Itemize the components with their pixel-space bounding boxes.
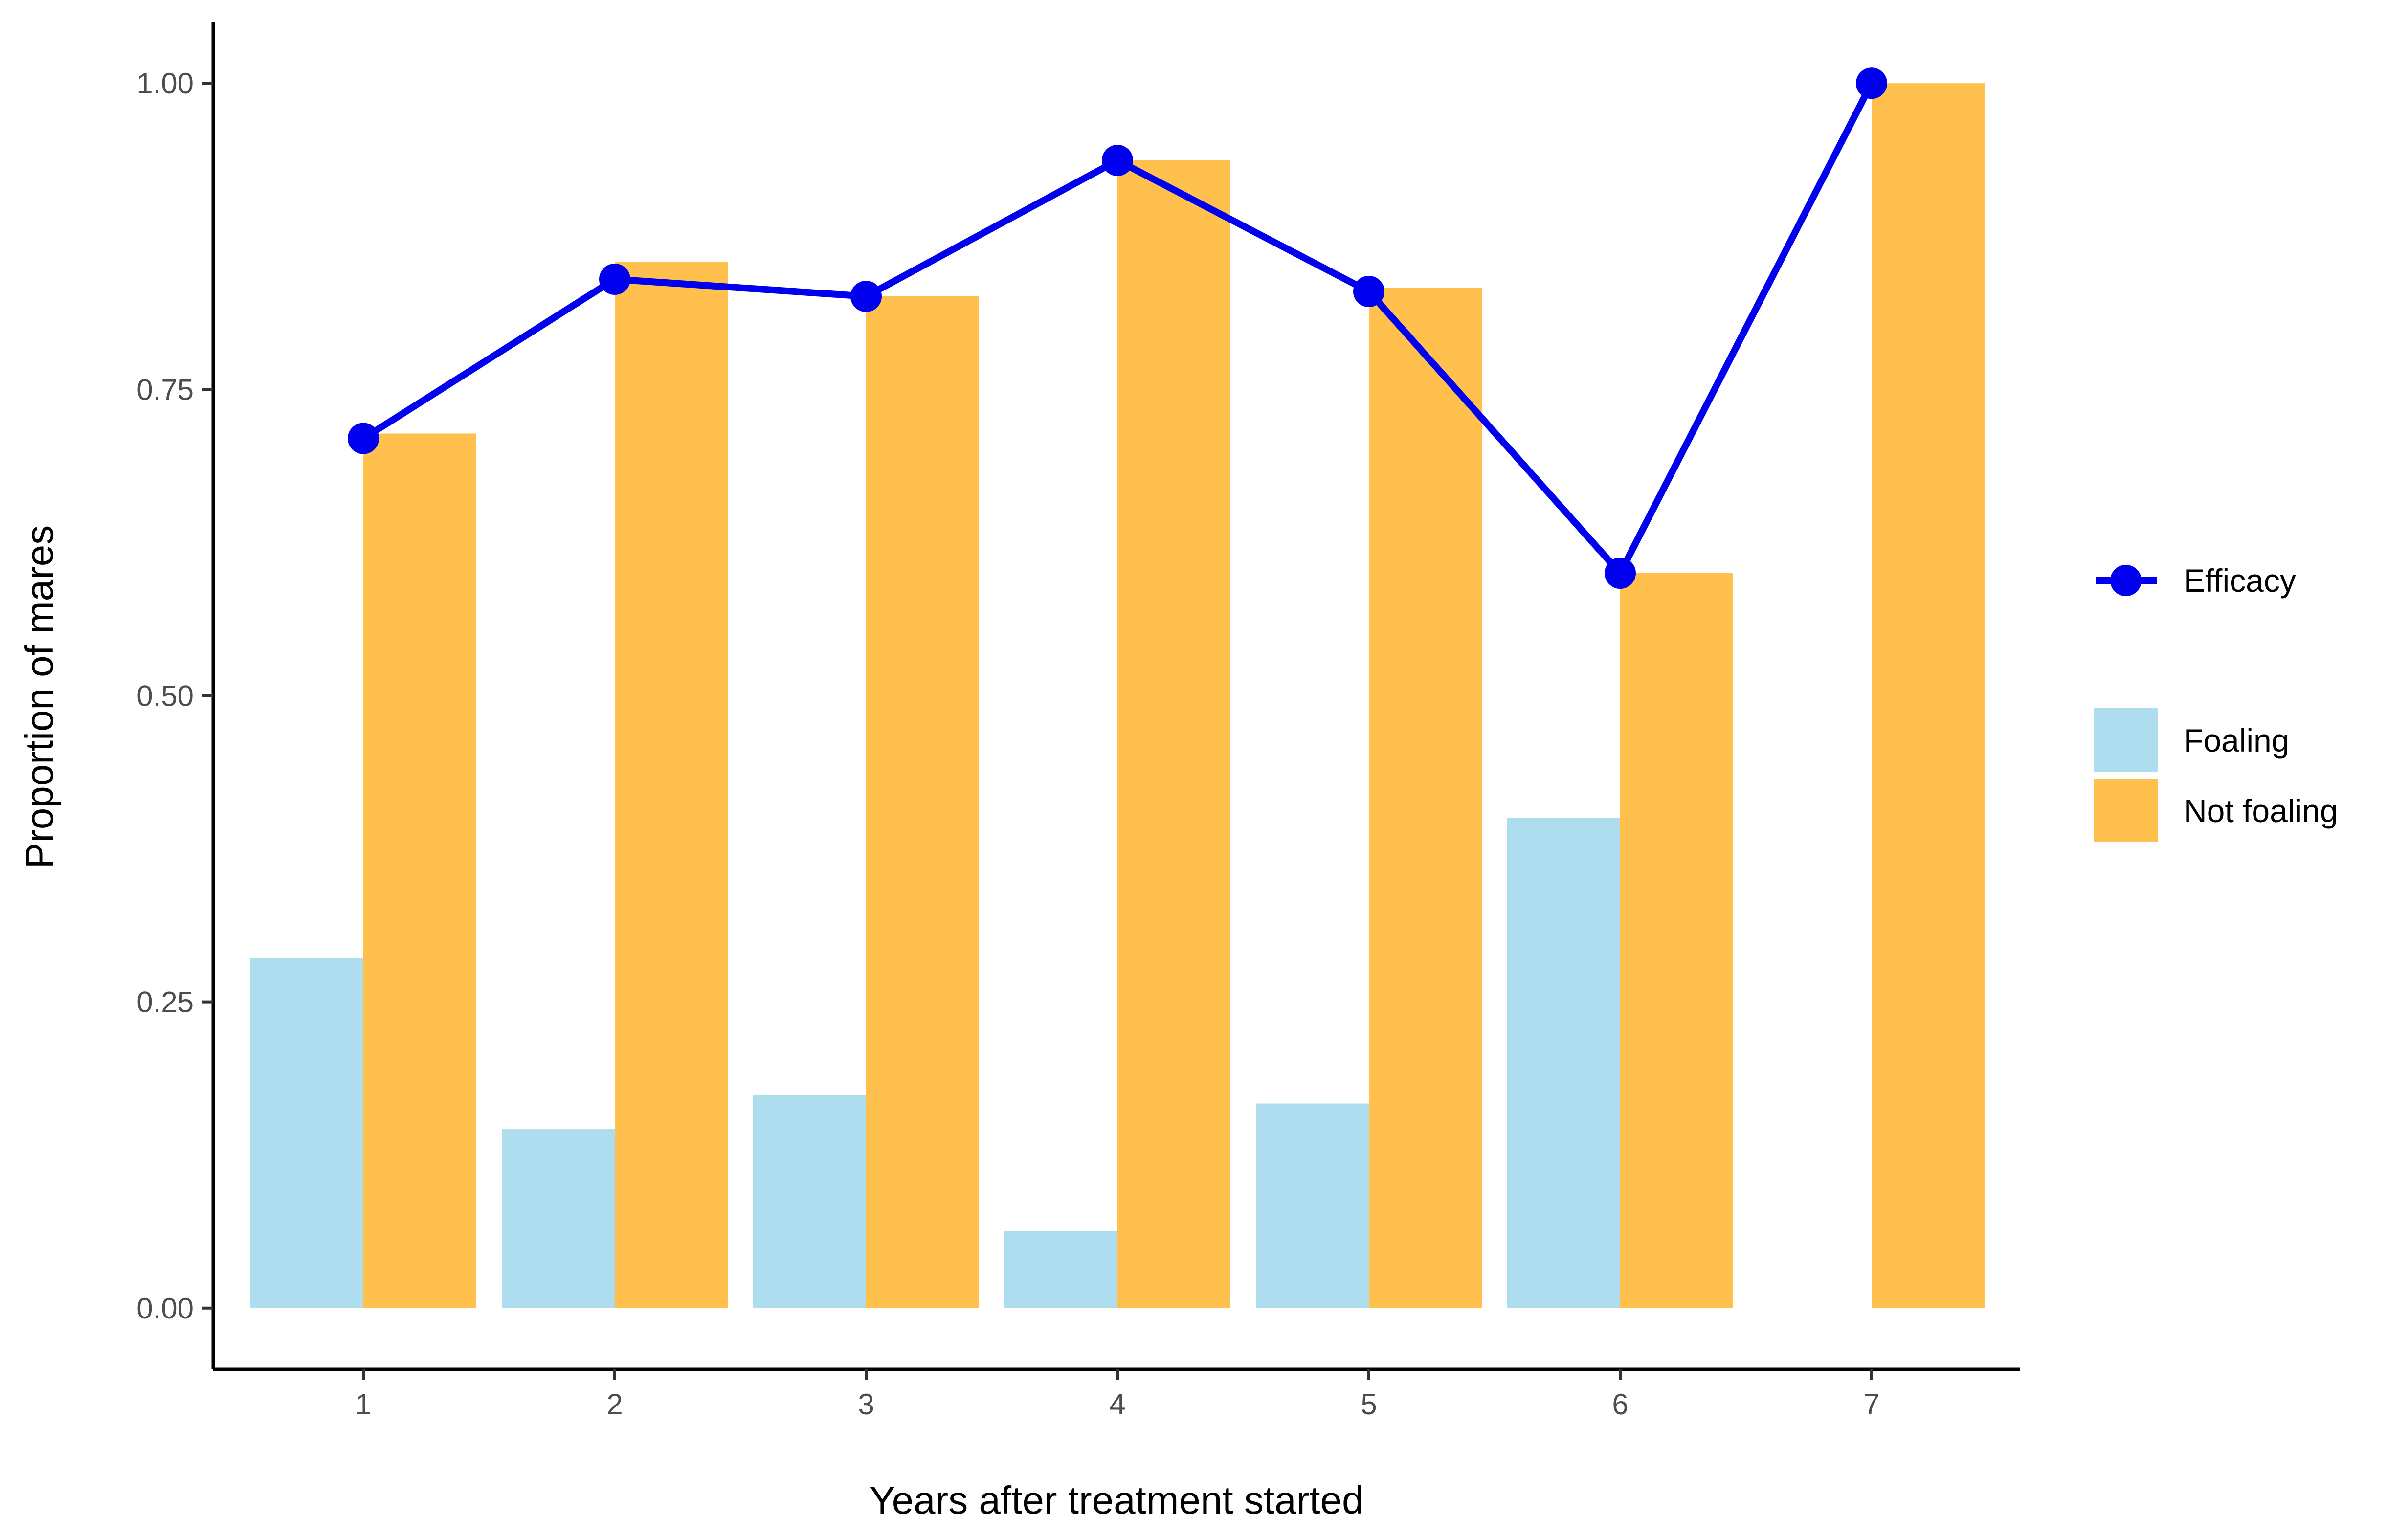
- x-axis-ticks: 1 2 3 4 5 6 7: [355, 1369, 1880, 1421]
- foaling-bar: [502, 1129, 615, 1308]
- efficacy-point: [1102, 145, 1133, 177]
- foaling-bar: [250, 958, 363, 1308]
- y-tick-label: 1.00: [136, 67, 194, 100]
- x-axis-title: Years after treatment started: [870, 1478, 1364, 1522]
- foaling-bar: [1256, 1103, 1369, 1308]
- foaling-bar: [1004, 1230, 1117, 1308]
- legend: Efficacy Foaling Not foaling: [2094, 562, 2338, 842]
- y-tick-label: 0.25: [136, 986, 194, 1019]
- efficacy-point: [1856, 67, 1887, 99]
- not-foaling-bar: [866, 296, 979, 1308]
- foaling-legend-swatch: [2094, 708, 2158, 772]
- not-foaling-bar: [1872, 83, 1985, 1308]
- foaling-bar: [1507, 818, 1620, 1308]
- not-foaling-bar: [363, 433, 476, 1308]
- efficacy-point: [599, 263, 630, 295]
- legend-label-efficacy: Efficacy: [2184, 562, 2296, 599]
- y-tick-label: 0.50: [136, 680, 194, 713]
- x-tick-label: 1: [355, 1388, 371, 1421]
- efficacy-point: [850, 281, 882, 312]
- x-tick-label: 6: [1612, 1388, 1628, 1421]
- not-foaling-bar: [1369, 288, 1482, 1308]
- x-tick-label: 4: [1109, 1388, 1125, 1421]
- y-tick-label: 0.75: [136, 373, 194, 406]
- not-foaling-bar: [1620, 573, 1733, 1308]
- y-axis-ticks: 0.00 0.25 0.50 0.75 1.00: [136, 67, 213, 1325]
- not-foaling-legend-swatch: [2094, 779, 2158, 842]
- y-tick-label: 0.00: [136, 1292, 194, 1325]
- x-tick-label: 7: [1863, 1388, 1879, 1421]
- efficacy-legend-marker-icon: [2110, 565, 2142, 596]
- efficacy-point: [1605, 558, 1636, 589]
- not-foaling-bar: [615, 262, 728, 1308]
- x-tick-label: 3: [858, 1388, 874, 1421]
- y-axis-title: Proportion of mares: [18, 525, 61, 869]
- legend-label-foaling: Foaling: [2184, 722, 2289, 759]
- x-tick-label: 5: [1361, 1388, 1377, 1421]
- x-tick-label: 2: [606, 1388, 623, 1421]
- efficacy-point: [1353, 276, 1384, 307]
- not-foaling-bar: [1117, 160, 1230, 1308]
- foaling-bar: [753, 1094, 866, 1308]
- legend-label-not-foaling: Not foaling: [2184, 793, 2338, 829]
- plot-area: [250, 67, 1985, 1308]
- efficacy-point: [348, 423, 379, 454]
